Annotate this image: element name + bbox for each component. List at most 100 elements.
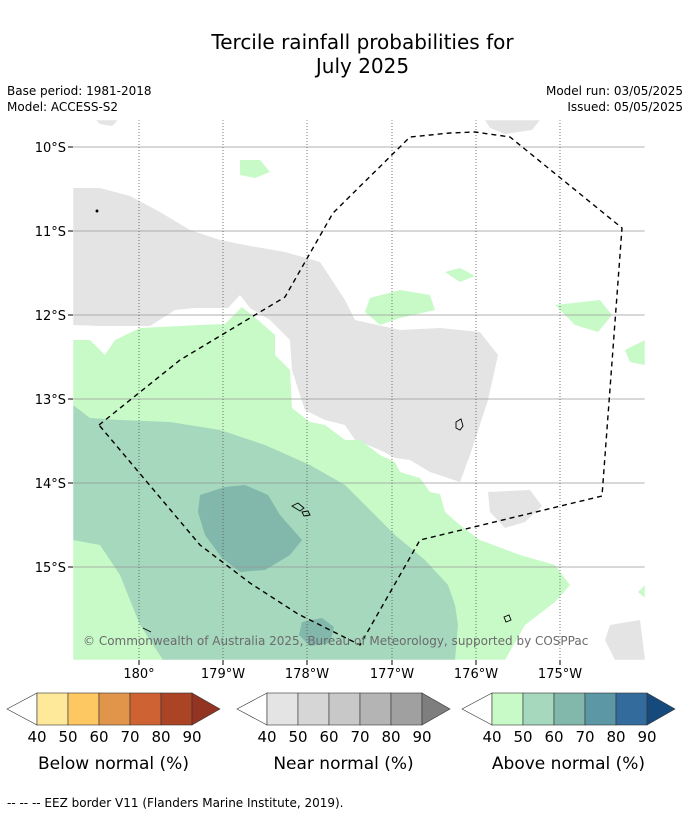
- colorbar-bin: [553, 692, 586, 726]
- above-normal-60-region: [198, 485, 302, 572]
- colorbar-bin: [615, 692, 648, 726]
- lat-label: 14°S: [35, 477, 66, 492]
- near-normal-patch-top-left: [96, 120, 118, 126]
- model-name: Model: ACCESS-S2: [7, 100, 119, 114]
- above-normal-patch-5: [625, 340, 645, 365]
- eez-border: [98, 131, 623, 646]
- legend-ticks: 40 50 60 70 80 90: [461, 728, 676, 748]
- map-plot-area: [73, 120, 645, 660]
- map-title: Tercile rainfall probabilities for July …: [0, 30, 690, 78]
- legend-tick: 60: [89, 728, 109, 746]
- legend-near-normal: 40 50 60 70 80 90 Near normal (%): [236, 692, 451, 802]
- lon-label: 177°W: [370, 667, 414, 682]
- colorbar-bin: [359, 692, 392, 726]
- colorbar-bin: [390, 692, 423, 726]
- legend-tick: 50: [58, 728, 78, 746]
- colorbar-arrow-low: [236, 692, 268, 726]
- colorbar-arrow-high: [421, 692, 451, 726]
- title-line-2: July 2025: [315, 54, 410, 78]
- base-period: Base period: 1981-2018: [7, 84, 152, 98]
- legend-tick: 50: [288, 728, 308, 746]
- legend-tick: 40: [27, 728, 47, 746]
- colorbar-bin: [98, 692, 131, 726]
- legend-tick: 40: [482, 728, 502, 746]
- lon-label: 179°W: [201, 667, 245, 682]
- island: [455, 418, 464, 431]
- island: [503, 614, 512, 623]
- meta-left: Base period: 1981-2018 Model: ACCESS-S2: [7, 83, 152, 115]
- colorbar-bin: [36, 692, 69, 726]
- lat-label: 12°S: [35, 309, 66, 324]
- meridians: [138, 120, 561, 660]
- lon-label: 176°W: [454, 667, 498, 682]
- legend-title: Above normal (%): [491, 754, 646, 774]
- meta-right: Model run: 03/05/2025 Issued: 05/05/2025: [546, 83, 683, 115]
- legend-tick: 70: [575, 728, 595, 746]
- copyright-notice: © Commonwealth of Australia 2025, Bureau…: [83, 634, 588, 648]
- legend-ticks: 40 50 60 70 80 90: [236, 728, 451, 748]
- colorbar-bin: [584, 692, 617, 726]
- lon-label: 178°W: [285, 667, 329, 682]
- legend-tick: 90: [412, 728, 432, 746]
- above-normal-patch-6: [638, 585, 645, 598]
- islands: [95, 209, 512, 633]
- colorbar-above-normal: [461, 692, 676, 726]
- island: [142, 627, 152, 633]
- near-normal-patch-top: [485, 120, 540, 134]
- legend-tick: 90: [182, 728, 202, 746]
- colorbar-near-normal: [236, 692, 451, 726]
- colorbar-arrow-high: [646, 692, 676, 726]
- above-normal-patch-4: [555, 300, 612, 332]
- colorbar-bin: [67, 692, 100, 726]
- lat-label: 15°S: [35, 561, 66, 576]
- eez-footnote: -- -- -- EEZ border V11 (Flanders Marine…: [7, 796, 344, 810]
- issued-date: Issued: 05/05/2025: [567, 100, 683, 114]
- colorbar-bin: [160, 692, 193, 726]
- lat-label: 11°S: [35, 225, 66, 240]
- legend-tick: 80: [606, 728, 626, 746]
- legend-tick: 80: [151, 728, 171, 746]
- forecast-map: 10°S 11°S 12°S 13°S 14°S 15°S 180° 179°W…: [35, 119, 646, 682]
- colorbar-bin: [266, 692, 299, 726]
- legend-tick: 60: [544, 728, 564, 746]
- legend-title: Near normal (%): [273, 754, 414, 774]
- legend-tick: 90: [637, 728, 657, 746]
- above-normal-patch-1: [240, 160, 270, 178]
- colorbar-bin: [129, 692, 162, 726]
- above-normal-60-patch: [299, 618, 334, 646]
- colorbar-bin: [297, 692, 330, 726]
- legend-tick: 50: [513, 728, 533, 746]
- colorbar-below-normal: [6, 692, 221, 726]
- map-frame: [72, 119, 646, 661]
- colorbar-arrow-low: [461, 692, 493, 726]
- legend-tick: 70: [120, 728, 140, 746]
- lat-label: 13°S: [35, 393, 66, 408]
- legend-tick: 40: [257, 728, 277, 746]
- colorbar-bin: [328, 692, 361, 726]
- above-normal-patch-2: [365, 290, 435, 325]
- title-line-1: Tercile rainfall probabilities for: [211, 30, 514, 54]
- tick-marks: [68, 146, 561, 665]
- legend-tick: 60: [319, 728, 339, 746]
- lon-label: 175°W: [538, 667, 582, 682]
- legend-title: Below normal (%): [38, 754, 189, 774]
- near-normal-patch-east: [488, 490, 542, 528]
- graticule: [73, 146, 645, 568]
- legend-tick: 80: [381, 728, 401, 746]
- above-normal-patch-3: [445, 268, 475, 282]
- colorbar-bin: [522, 692, 555, 726]
- colorbar-bin: [491, 692, 524, 726]
- legend-tick: 70: [350, 728, 370, 746]
- island: [301, 510, 311, 517]
- legend-ticks: 40 50 60 70 80 90: [6, 728, 221, 748]
- island: [291, 502, 305, 512]
- lon-label: 180°: [123, 667, 154, 682]
- island: [95, 209, 99, 213]
- model-run: Model run: 03/05/2025: [545, 84, 683, 98]
- legend-below-normal: 40 50 60 70 80 90 Below normal (%): [6, 692, 221, 802]
- near-normal-patch-corner: [605, 620, 645, 660]
- lat-label: 10°S: [35, 141, 66, 156]
- legend-above-normal: 40 50 60 70 80 90 Above normal (%): [461, 692, 676, 802]
- colorbar-arrow-low: [6, 692, 38, 726]
- colorbar-arrow-high: [191, 692, 221, 726]
